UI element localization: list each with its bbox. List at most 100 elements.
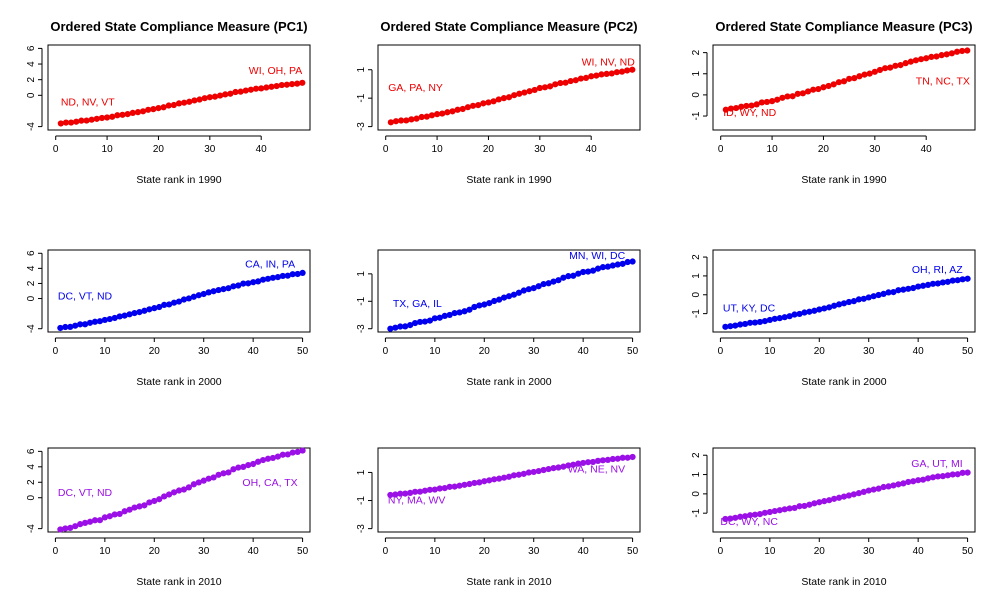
data-point [200, 290, 207, 298]
y-tick-label: 1 [356, 271, 367, 277]
data-point [737, 513, 744, 520]
x-tick-label: 40 [578, 346, 590, 357]
data-point [895, 287, 902, 294]
data-point [62, 323, 69, 331]
data-point [577, 75, 585, 82]
state-annotation: WA, NE, NV [568, 463, 625, 475]
data-point [594, 457, 602, 464]
data-point [126, 506, 133, 513]
data-point [619, 260, 626, 267]
data-point [732, 322, 739, 329]
data-point [459, 105, 466, 113]
x-tick-label: 20 [149, 346, 161, 357]
data-point [220, 470, 227, 477]
data-point [402, 323, 409, 330]
data-point [589, 458, 597, 466]
data-point [727, 105, 735, 112]
data-point [274, 453, 281, 460]
data-point [912, 57, 920, 64]
data-point [796, 310, 803, 318]
x-tick-label: 10 [102, 144, 114, 155]
data-point [840, 493, 848, 500]
y-tick-label: 0 [26, 495, 37, 501]
data-point [170, 489, 178, 496]
data-point [826, 304, 833, 311]
data-point [593, 72, 600, 79]
data-point [129, 109, 136, 117]
x-tick-label: 50 [627, 546, 639, 557]
data-point [476, 302, 483, 309]
data-point [565, 462, 572, 469]
data-point [520, 287, 527, 294]
data-point [570, 272, 577, 279]
data-point [608, 70, 615, 77]
data-point [288, 81, 296, 88]
x-tick-label: 50 [297, 346, 309, 357]
data-point [91, 517, 99, 524]
data-point [875, 291, 882, 299]
data-point [278, 81, 285, 89]
data-point [441, 312, 448, 319]
data-point [150, 106, 157, 113]
data-point [811, 500, 818, 507]
x-axis-label: State rank in 1990 [136, 174, 221, 186]
data-point [387, 491, 394, 499]
data-point [77, 521, 84, 528]
data-point [210, 474, 217, 481]
data-point [200, 477, 207, 484]
data-point [284, 272, 291, 279]
data-point [185, 295, 192, 302]
data-point [230, 466, 237, 473]
data-point [924, 281, 932, 288]
data-point [753, 101, 760, 108]
x-tick-label: 30 [863, 546, 875, 557]
data-point [799, 90, 807, 97]
x-tick-label: 40 [256, 144, 268, 155]
x-tick-label: 10 [767, 144, 779, 155]
data-point [111, 511, 118, 518]
x-tick-label: 30 [869, 144, 881, 155]
data-point [103, 114, 111, 121]
data-point [485, 99, 492, 106]
state-annotation: MN, WI, DC [569, 250, 625, 262]
data-point [526, 88, 533, 95]
data-point [801, 502, 808, 510]
data-point [264, 455, 272, 462]
data-point [580, 268, 587, 276]
data-point [423, 113, 430, 120]
data-point [786, 313, 793, 320]
data-point [525, 286, 532, 293]
data-point [471, 479, 478, 487]
data-point [572, 77, 579, 84]
data-point [500, 474, 508, 481]
data-point [851, 75, 858, 82]
data-point [570, 461, 577, 468]
data-point [486, 477, 493, 484]
data-point [550, 278, 557, 285]
data-point [98, 114, 106, 122]
data-point [929, 474, 937, 481]
data-point [619, 454, 626, 461]
x-tick-label: 50 [297, 546, 309, 557]
y-tick-label: 1 [356, 469, 367, 475]
x-tick-label: 20 [479, 346, 491, 357]
data-point [604, 263, 611, 270]
x-tick-label: 40 [248, 346, 260, 357]
state-annotation: DC, VT, ND [58, 487, 113, 499]
data-point [811, 307, 818, 314]
data-point [245, 461, 252, 469]
data-point [134, 109, 142, 116]
data-point [151, 497, 158, 505]
data-point [804, 88, 812, 95]
data-point [727, 323, 734, 330]
data-point [934, 280, 942, 287]
data-point [560, 463, 567, 470]
y-tick-label: -1 [356, 496, 367, 505]
data-point [928, 53, 935, 60]
data-point [283, 81, 290, 88]
data-point [139, 108, 147, 115]
data-point [892, 62, 899, 69]
data-point [230, 283, 237, 290]
data-point [845, 298, 853, 306]
data-point [738, 103, 745, 110]
